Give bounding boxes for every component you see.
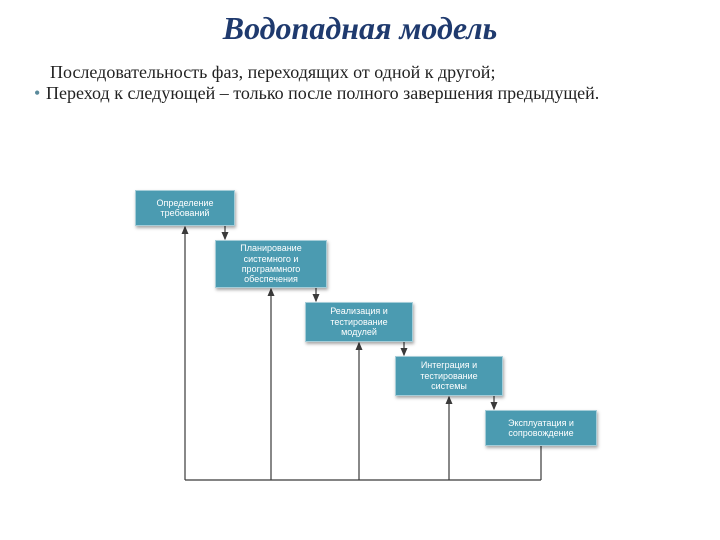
page-title: Водопадная модель	[0, 0, 720, 47]
flow-node: Реализация и тестирование модулей	[305, 302, 413, 342]
subtitle-line1: Последовательность фаз, переходящих от о…	[30, 62, 690, 83]
flow-node: Определение требований	[135, 190, 235, 226]
flow-node: Эксплуатация и сопровождение	[485, 410, 597, 446]
subtitle-line2: Переход к следующей – только после полно…	[30, 83, 690, 104]
flow-node: Интеграция и тестирование системы	[395, 356, 503, 396]
waterfall-diagram: Определение требований Планирование систе…	[135, 190, 605, 490]
subtitle-block: Последовательность фаз, переходящих от о…	[0, 47, 720, 104]
flow-node: Планирование системного и программного о…	[215, 240, 327, 288]
